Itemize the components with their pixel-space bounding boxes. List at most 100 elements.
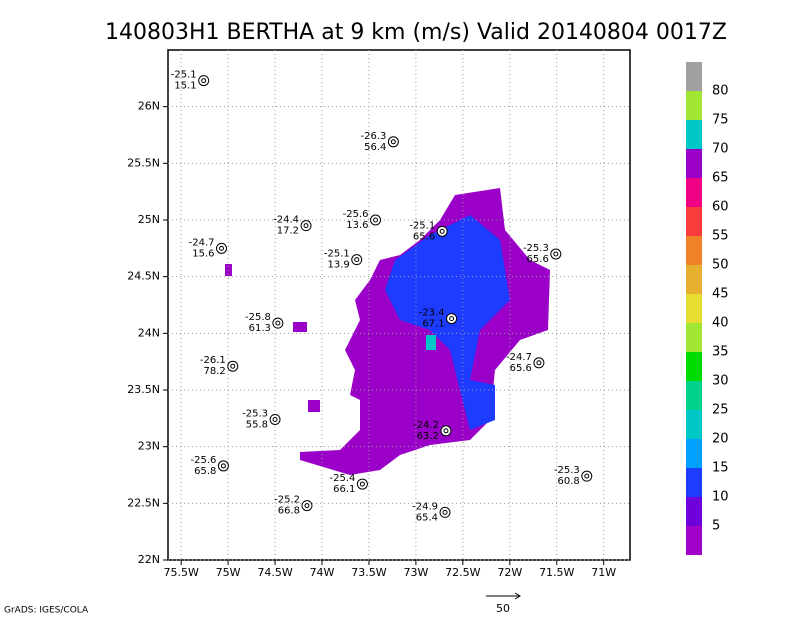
colorbar-label: 80 [712,84,729,99]
station-wind: 65.6 [527,254,549,265]
station-marker-inner [584,473,590,479]
station-marker-inner [439,228,445,234]
station-marker [436,225,448,237]
station-marker [272,317,284,329]
colorbar-box [686,381,702,410]
y-tick-label: 23.5N [127,383,160,396]
colorbar-box [686,120,702,149]
station-wind: 65.4 [416,512,438,523]
station-temperature: -24.9 [412,501,438,512]
station-temperature: -25.3 [242,408,268,419]
colorbar-label: 45 [712,287,729,302]
wind-shading [426,335,436,350]
x-tick-label: 71W [591,566,616,579]
station-wind: 15.1 [174,81,196,92]
station-marker [370,214,382,226]
station-temperature: -25.3 [554,465,580,476]
colorbar-box [686,207,702,236]
colorbar-box [686,236,702,265]
station-marker [301,500,313,512]
station-wind: 17.2 [277,226,299,237]
x-tick-label: 73W [403,566,428,579]
x-tick-label: 72.5W [445,566,480,579]
station-marker-inner [272,416,278,422]
station-marker-inner [304,503,310,509]
station-marker [198,75,210,87]
station-marker [387,136,399,148]
station-wind: 66.1 [333,484,355,495]
station-wind: 66.8 [278,506,300,517]
colorbar-box [686,352,702,381]
station-marker-inner [390,139,396,145]
station-temperature: -25.1 [409,220,435,231]
station-marker-inner [536,360,542,366]
station-temperature: -25.4 [330,473,356,484]
x-tick-label: 75W [216,566,241,579]
colorbar-box [686,178,702,207]
station-temperature: -23.4 [419,308,445,319]
station-marker [227,360,239,372]
station-marker-inner [230,363,236,369]
station-temperature: -26.3 [360,131,386,142]
station-temperature: -26.1 [200,355,226,366]
wind-shading [293,322,307,332]
station-marker [550,248,562,260]
x-tick-label: 72W [497,566,522,579]
station-temperature: -25.6 [191,455,217,466]
station-marker [533,357,545,369]
x-tick-label: 73.5W [351,566,386,579]
station-wind: 13.6 [346,220,368,231]
colorbar-box [686,323,702,352]
station-temperature: -25.1 [171,70,197,81]
colorbar-box [686,62,702,91]
colorbar-box [686,265,702,294]
colorbar-box [686,439,702,468]
station-temperature: -25.8 [245,312,271,323]
station-marker-inner [219,245,225,251]
station-wind: 63.2 [417,431,439,442]
colorbar-label: 20 [712,432,729,447]
station-marker [300,220,312,232]
station-marker-inner [201,78,207,84]
station-marker [439,506,451,518]
station-wind: 65.6 [510,363,532,374]
station-marker-inner [220,463,226,469]
station-marker [216,242,228,254]
station-wind: 15.6 [192,248,214,259]
station-marker [581,470,593,482]
station-marker-inner [553,251,559,257]
wind-shading [385,215,510,430]
colorbar-label: 35 [712,345,729,360]
colorbar-box [686,497,702,526]
station-wind: 60.8 [558,476,580,487]
colorbar-label: 70 [712,142,729,157]
station-temperature: -25.1 [324,249,350,260]
x-tick-label: 71.5W [539,566,574,579]
x-tick-label: 74.5W [257,566,292,579]
colorbar-label: 15 [712,461,729,476]
wind-field [225,188,550,475]
colorbar-label: 50 [712,258,729,273]
station-marker [446,313,458,325]
colorbar-label: 65 [712,171,729,186]
y-tick-label: 22N [138,553,160,566]
wind-shading [308,400,320,412]
colorbar-box [686,410,702,439]
y-tick-label: 24.5N [127,270,160,283]
station-wind: 67.1 [422,319,444,330]
station-marker-inner [449,316,455,322]
colorbar-box [686,468,702,497]
y-tick-label: 25N [138,213,160,226]
station-marker-inner [275,320,281,326]
station-marker-inner [354,257,360,263]
y-tick-label: 22.5N [127,496,160,509]
station-marker [217,460,229,472]
colorbar-box [686,149,702,178]
station-marker [351,254,363,266]
colorbar-box [686,526,702,555]
map-frame [167,49,631,561]
colorbar-label: 55 [712,229,729,244]
station-marker-inner [443,428,449,434]
station-marker-inner [303,223,309,229]
